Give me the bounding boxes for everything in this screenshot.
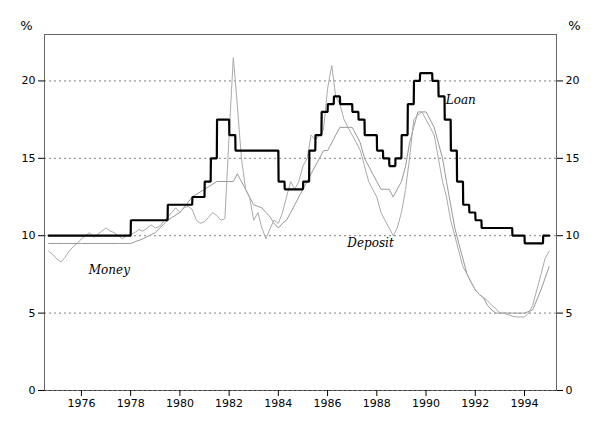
svg-text:0: 0 [566,384,573,397]
svg-text:1994: 1994 [511,397,539,410]
svg-text:1978: 1978 [117,397,145,410]
svg-text:5: 5 [566,307,573,320]
svg-text:1992: 1992 [461,397,489,410]
svg-text:Deposit: Deposit [346,236,394,250]
svg-text:1980: 1980 [166,397,194,410]
svg-text:10: 10 [22,229,36,242]
svg-text:%: % [20,18,32,33]
svg-text:0: 0 [29,384,36,397]
svg-text:1982: 1982 [215,397,243,410]
svg-text:1990: 1990 [412,397,440,410]
svg-text:1988: 1988 [363,397,391,410]
svg-text:20: 20 [566,74,580,87]
svg-text:5: 5 [29,307,36,320]
svg-text:Loan: Loan [445,93,476,107]
svg-text:1986: 1986 [314,397,342,410]
svg-text:Money: Money [88,263,130,277]
svg-text:15: 15 [22,152,36,165]
svg-text:15: 15 [566,152,580,165]
svg-text:%: % [568,18,580,33]
svg-text:1976: 1976 [67,397,95,410]
svg-text:10: 10 [566,229,580,242]
svg-text:20: 20 [22,74,36,87]
svg-text:1984: 1984 [264,397,292,410]
